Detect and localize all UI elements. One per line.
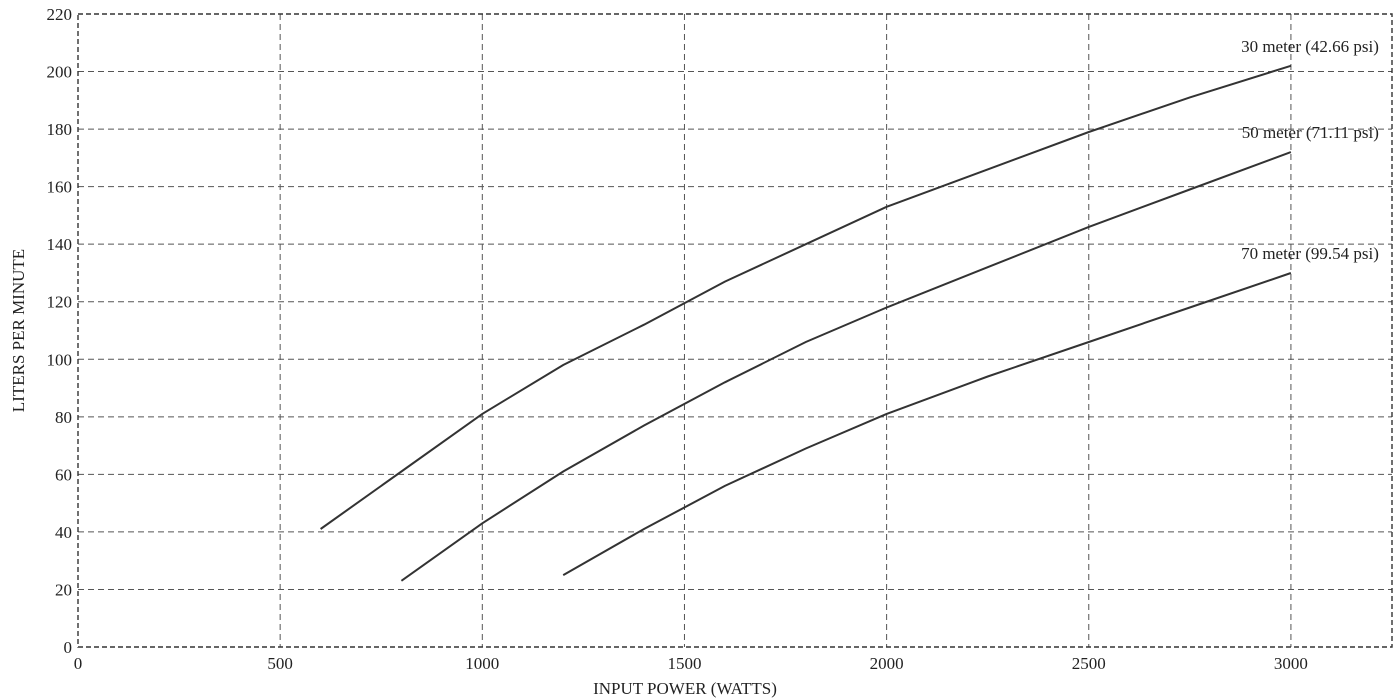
y-tick-label: 120 xyxy=(47,293,73,312)
y-tick-label: 200 xyxy=(47,63,73,82)
y-tick-label: 20 xyxy=(55,580,72,599)
y-tick-label: 0 xyxy=(64,638,73,657)
y-tick-label: 40 xyxy=(55,523,72,542)
y-tick-label: 100 xyxy=(47,350,73,369)
y-tick-label: 60 xyxy=(55,465,72,484)
series-label-1: 30 meter (42.66 psi) xyxy=(1241,37,1379,56)
x-axis-title: INPUT POWER (WATTS) xyxy=(593,679,777,698)
x-tick-label: 1500 xyxy=(667,654,701,673)
series-label-3: 70 meter (99.54 psi) xyxy=(1241,244,1379,263)
plot-frame xyxy=(77,13,1393,648)
series-labels: 30 meter (42.66 psi) 50 meter (71.11 psi)… xyxy=(1241,37,1379,263)
y-tick-label: 160 xyxy=(47,178,73,197)
grid xyxy=(78,14,1392,647)
y-tick-label: 180 xyxy=(47,120,73,139)
plot-border xyxy=(77,13,1393,648)
y-axis-title: LITERS PER MINUTE xyxy=(9,249,28,412)
series-label-2: 50 meter (71.11 psi) xyxy=(1242,123,1379,142)
tick-labels: 0 500 1000 1500 2000 2500 3000 0 20 40 60 80 100 120 1… xyxy=(47,5,1308,673)
series-line-3 xyxy=(562,272,1292,576)
y-tick-label: 80 xyxy=(55,408,72,427)
y-tick-label: 220 xyxy=(47,5,73,24)
series-line-1 xyxy=(320,64,1292,530)
x-tick-label: 3000 xyxy=(1274,654,1308,673)
y-tick-label: 140 xyxy=(47,235,73,254)
series-line-2 xyxy=(400,151,1292,582)
series-group xyxy=(320,64,1292,582)
x-tick-label: 2000 xyxy=(870,654,904,673)
x-tick-label: 2500 xyxy=(1072,654,1106,673)
x-tick-label: 500 xyxy=(267,654,293,673)
x-tick-label: 1000 xyxy=(465,654,499,673)
x-tick-label: 0 xyxy=(74,654,83,673)
